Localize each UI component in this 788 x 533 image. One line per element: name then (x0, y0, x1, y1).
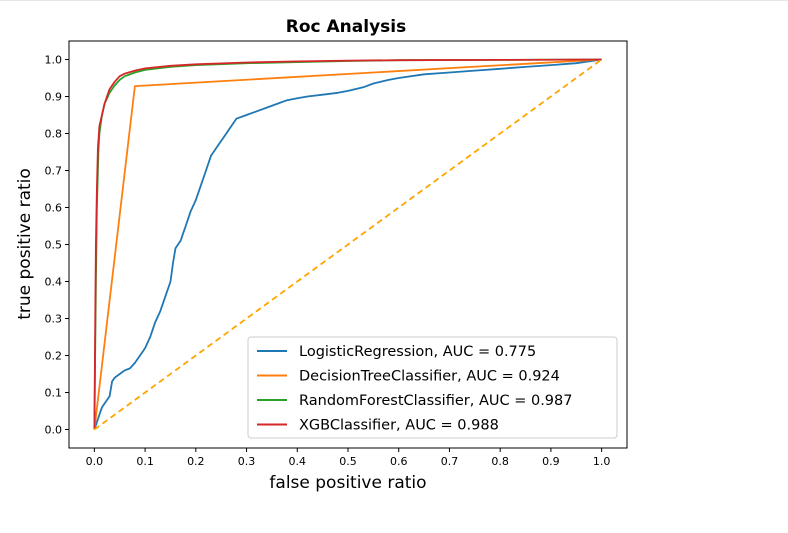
y-tick-label: 0.2 (45, 350, 63, 363)
y-tick-label: 0.0 (45, 424, 63, 437)
y-tick-label: 0.8 (45, 128, 63, 141)
x-tick-label: 0.5 (339, 455, 357, 468)
x-tick-label: 0.6 (390, 455, 408, 468)
y-tick-label: 0.1 (45, 387, 63, 400)
chart-title: Roc Analysis (286, 17, 406, 37)
plot-lines (93, 58, 603, 431)
x-axis-label: false positive ratio (269, 473, 426, 493)
x-tick-label: 0.4 (289, 455, 307, 468)
x-tick-label: 0.1 (136, 455, 154, 468)
legend-box (247, 336, 618, 439)
roc-line-0 (93, 58, 602, 430)
legend-entry-label: XGBClassifier, AUC = 0.988 (299, 418, 499, 434)
reference-diagonal-line (93, 58, 603, 431)
x-tick-label: 0.3 (238, 455, 256, 468)
legend-entry-label: DecisionTreeClassifier, AUC = 0.924 (299, 369, 560, 385)
y-tick-label: 0.6 (45, 202, 63, 215)
roc-line-3 (93, 58, 602, 430)
y-tick-label: 0.9 (45, 91, 63, 104)
x-tick-label: 0.9 (542, 455, 560, 468)
roc-line-1 (93, 58, 602, 430)
x-tick-label: 1.0 (593, 455, 611, 468)
axes-ticks: 0.0 0.1 0.2 0.3 0.4 0.5 0.6 0.7 0.8 0.9 1.0 0.0 0.1 0… (45, 54, 611, 469)
y-tick-label: 1.0 (45, 54, 63, 67)
x-tick-label: 0.7 (441, 455, 459, 468)
top-border (0, 0, 788, 1)
x-tick-label: 0.0 (86, 455, 104, 468)
x-tick-label: 0.2 (187, 455, 205, 468)
y-tick-label: 0.3 (45, 313, 63, 326)
legend: LogisticRegression, AUC = 0.775 DecisionT… (247, 336, 618, 439)
legend-entry-label: LogisticRegression, AUC = 0.775 (299, 344, 536, 360)
x-tick-label: 0.8 (491, 455, 509, 468)
legend-entry-label: RandomForestClassifier, AUC = 0.987 (299, 393, 572, 409)
y-tick-label: 0.7 (45, 165, 63, 178)
y-tick-label: 0.4 (45, 276, 63, 289)
plot-frame (68, 40, 628, 449)
y-tick-label: 0.5 (45, 239, 63, 252)
y-axis-label: true positive ratio (15, 168, 35, 320)
